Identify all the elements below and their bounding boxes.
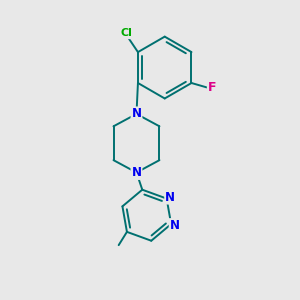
Text: Cl: Cl: [120, 28, 132, 38]
Text: F: F: [208, 81, 216, 94]
Text: N: N: [131, 107, 142, 120]
Text: N: N: [170, 219, 180, 232]
Text: N: N: [131, 166, 142, 179]
Text: N: N: [165, 190, 175, 204]
